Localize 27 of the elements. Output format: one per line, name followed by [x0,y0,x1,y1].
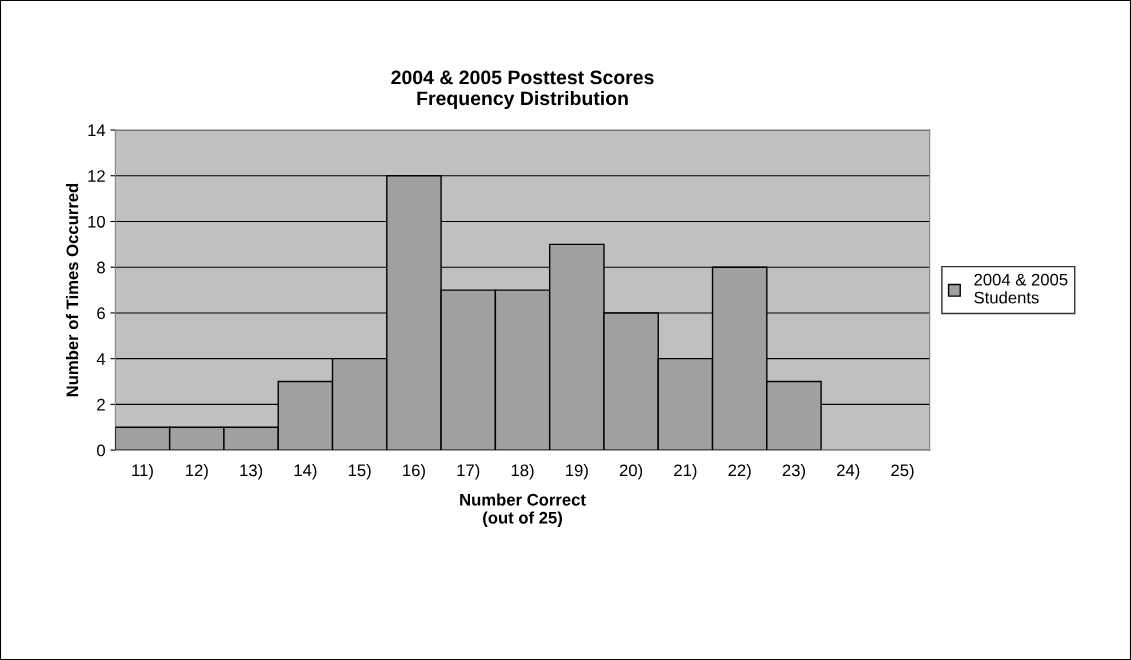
y-tick-label: 0 [97,444,105,457]
x-tick-label: 16) [403,464,425,480]
y-tick-label: 2 [97,398,105,411]
x-tick-label: 15) [348,464,371,480]
x-axis-title: Number Correct (out of 25) [460,493,586,527]
x-tick-label: 24) [837,464,860,480]
x-tick-label: 18) [511,464,534,480]
x-tick-label: 20) [619,464,643,480]
y-tick-label: 6 [97,307,105,320]
chart-title: 2004 & 2005 Posttest Scores Frequency Distribution [391,70,654,110]
x-tick-label: 14) [294,464,317,480]
x-tick-label: 11) [132,464,153,480]
x-tick-label: 12) [186,464,208,480]
y-tick-label: 10 [88,215,105,228]
x-tick-label: 17) [457,464,480,480]
y-axis-title: Number of Times Occurred [66,183,79,397]
y-tick-label: 12 [88,170,105,182]
legend-label: 2004 & 2005 Students [974,273,1068,304]
x-tick-label: 19) [566,464,588,480]
x-tick-label: 25) [891,464,914,480]
x-tick-label: 21) [674,464,697,480]
y-tick-label: 14 [88,124,106,137]
x-tick-label: 22) [728,464,751,480]
x-tick-label: 23) [782,464,805,480]
y-tick-label: 4 [96,353,106,365]
y-tick-label: 8 [97,261,105,274]
x-tick-label: 13) [240,464,263,480]
